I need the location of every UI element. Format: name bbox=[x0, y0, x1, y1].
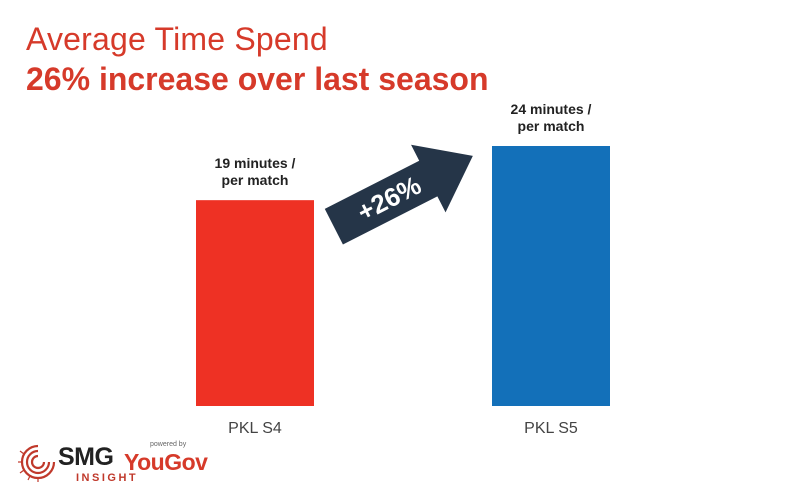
smg-swirl-logo-icon bbox=[18, 444, 56, 482]
category-label-2: PKL S5 bbox=[524, 420, 578, 437]
logo-brand-text: SMG bbox=[58, 443, 114, 471]
chart-title: Average Time Spend bbox=[26, 21, 328, 57]
bar-1 bbox=[196, 200, 314, 406]
category-label-1: PKL S4 bbox=[228, 420, 282, 437]
logo-partner-text: YouGov bbox=[124, 449, 208, 475]
arrow-shape bbox=[324, 144, 473, 245]
data-label-1-line-1: 19 minutes / bbox=[215, 155, 296, 171]
bar-2 bbox=[492, 146, 610, 406]
data-label-2-line-2: per match bbox=[518, 118, 585, 134]
data-label-2-line-1: 24 minutes / bbox=[511, 101, 592, 117]
smg-yougov-logo: SMG INSIGHT powered by YouGov bbox=[18, 438, 218, 492]
increase-arrow: +26% bbox=[324, 144, 473, 245]
logo-powered-text: powered by bbox=[150, 441, 187, 448]
data-label-1-line-2: per match bbox=[222, 172, 289, 188]
logo-sub-text: INSIGHT bbox=[76, 472, 139, 484]
chart-subtitle: 26% increase over last season bbox=[26, 61, 489, 97]
